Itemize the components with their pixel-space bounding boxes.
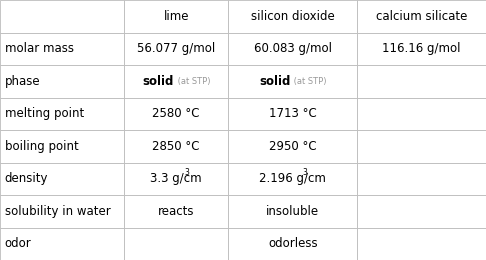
Bar	[124, 32, 228, 65]
Text: odorless: odorless	[268, 237, 318, 250]
Text: phase: phase	[5, 75, 40, 88]
Text: 3: 3	[302, 168, 308, 177]
Text: 3.3 g/cm: 3.3 g/cm	[150, 172, 202, 185]
Text: solid: solid	[142, 75, 174, 88]
Text: solid: solid	[259, 75, 291, 88]
Text: boiling point: boiling point	[5, 140, 79, 153]
Bar	[228, 0, 357, 32]
Bar	[0, 98, 124, 130]
Bar	[0, 228, 124, 260]
Text: 2850 °C: 2850 °C	[153, 140, 200, 153]
Bar	[357, 98, 486, 130]
Bar	[0, 162, 124, 195]
Bar	[357, 130, 486, 162]
Text: 2950 °C: 2950 °C	[269, 140, 316, 153]
Bar	[357, 32, 486, 65]
Text: reacts: reacts	[158, 205, 194, 218]
Bar	[0, 32, 124, 65]
Bar	[0, 195, 124, 228]
Bar	[228, 195, 357, 228]
Bar	[124, 228, 228, 260]
Text: 2.196 g/cm: 2.196 g/cm	[260, 172, 326, 185]
Text: (at STP): (at STP)	[292, 77, 327, 86]
Bar	[228, 65, 357, 98]
Bar	[228, 32, 357, 65]
Bar	[357, 228, 486, 260]
Text: lime: lime	[163, 10, 189, 23]
Bar	[124, 162, 228, 195]
Text: odor: odor	[5, 237, 32, 250]
Text: 3: 3	[184, 168, 189, 177]
Bar	[357, 0, 486, 32]
Bar	[228, 98, 357, 130]
Text: solubility in water: solubility in water	[5, 205, 111, 218]
Text: density: density	[5, 172, 49, 185]
Text: molar mass: molar mass	[5, 42, 74, 55]
Text: 60.083 g/mol: 60.083 g/mol	[254, 42, 332, 55]
Bar	[124, 0, 228, 32]
Bar	[357, 162, 486, 195]
Bar	[124, 98, 228, 130]
Bar	[124, 65, 228, 98]
Bar	[0, 65, 124, 98]
Bar	[228, 130, 357, 162]
Bar	[124, 130, 228, 162]
Bar	[357, 65, 486, 98]
Text: silicon dioxide: silicon dioxide	[251, 10, 335, 23]
Bar	[0, 130, 124, 162]
Text: 116.16 g/mol: 116.16 g/mol	[382, 42, 461, 55]
Text: melting point: melting point	[5, 107, 84, 120]
Bar	[357, 195, 486, 228]
Text: 56.077 g/mol: 56.077 g/mol	[137, 42, 215, 55]
Bar	[228, 162, 357, 195]
Bar	[0, 0, 124, 32]
Text: calcium silicate: calcium silicate	[376, 10, 468, 23]
Text: 2580 °C: 2580 °C	[153, 107, 200, 120]
Bar	[124, 195, 228, 228]
Text: 1713 °C: 1713 °C	[269, 107, 317, 120]
Text: (at STP): (at STP)	[175, 77, 210, 86]
Bar	[228, 228, 357, 260]
Text: insoluble: insoluble	[266, 205, 319, 218]
